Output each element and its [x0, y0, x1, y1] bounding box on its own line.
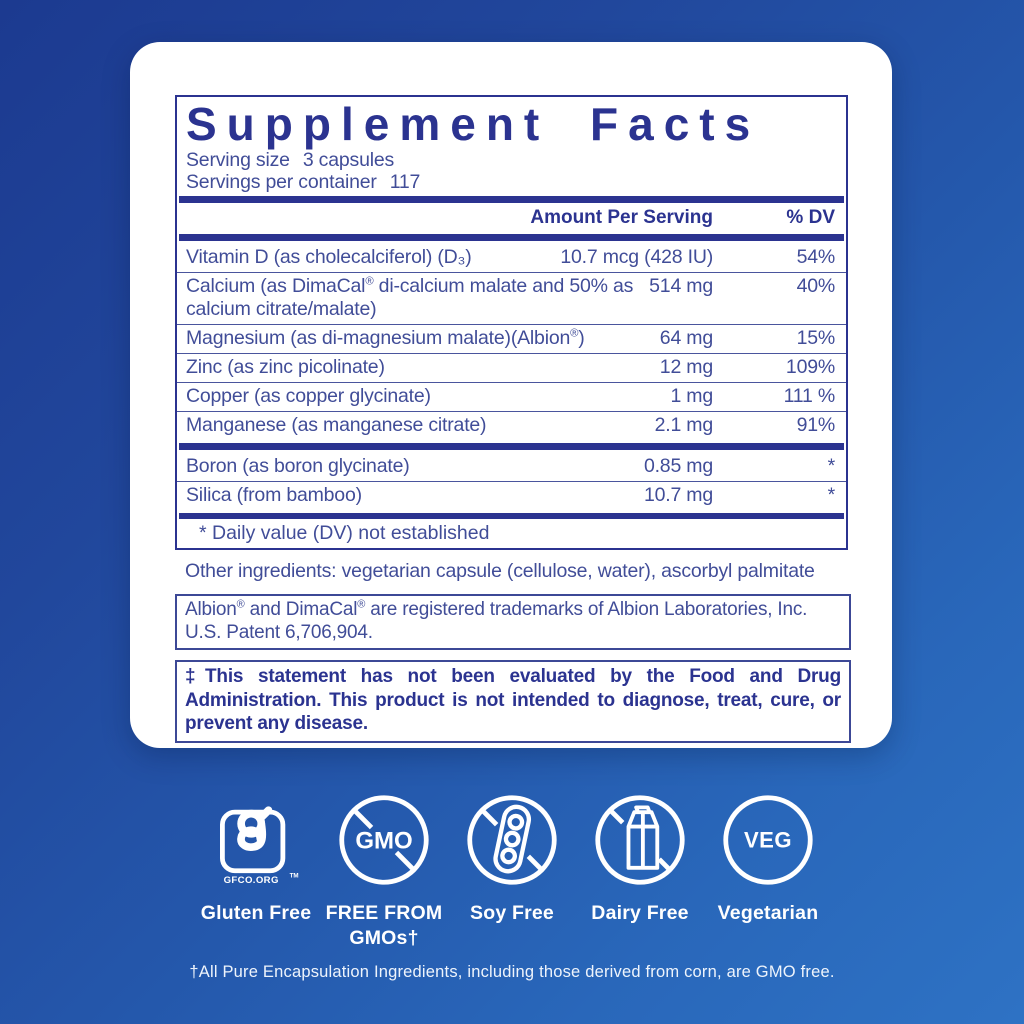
- nutrient-row: Magnesium (as di-magnesium malate)(Albio…: [177, 324, 846, 353]
- nutrient-name: Zinc (as zinc picolinate): [186, 356, 385, 378]
- nutrient-row: Silica (from bamboo) 10.7 mg *: [177, 480, 846, 510]
- nutrient-row: Calcium (as DimaCal® di-calcium malate a…: [177, 271, 846, 325]
- veg-icon: VEG: [723, 795, 813, 885]
- certification-badges-row: GFCO.ORG TM Gluten Free GMO FREE FROM GMOs† S…: [196, 792, 828, 951]
- nutrient-name: Magnesium (as di-magnesium malate)(Albio…: [186, 327, 585, 349]
- label-card: Supplement Facts Serving size 3 capsules …: [130, 42, 892, 748]
- svg-text:TM: TM: [290, 872, 299, 879]
- nutrient-dv: *: [827, 454, 836, 477]
- nutrient-dv: 15%: [796, 327, 836, 349]
- nutrient-rows-main: Vitamin D (as cholecalciferol) (D₃) 10.7 …: [177, 244, 846, 441]
- svg-text:VEG: VEG: [744, 828, 792, 853]
- servings-per-container-line: Servings per container 117: [186, 170, 846, 194]
- serving-size-value: 3 capsules: [302, 149, 395, 171]
- servings-per-container-value: 117: [389, 170, 421, 193]
- nutrient-amount: 10.7 mcg (428 IU): [560, 245, 713, 268]
- divider-bar: [179, 443, 844, 450]
- nutrient-name: Vitamin D (as cholecalciferol) (D₃): [186, 245, 472, 268]
- badge-gfco-gluten-free: GFCO.ORG TM Gluten Free: [196, 792, 316, 951]
- nutrient-dv: *: [827, 483, 836, 506]
- badge-no-gmo: GMO FREE FROM GMOs†: [324, 792, 444, 951]
- badge-no-soy: Soy Free: [452, 792, 572, 951]
- nutrient-name: Copper (as copper glycinate): [186, 385, 431, 407]
- no-gmo-icon: GMO: [339, 795, 429, 885]
- amount-per-serving-header: Amount Per Serving: [530, 206, 713, 228]
- no-soy-icon: [467, 795, 557, 885]
- servings-per-container-label: Servings per container: [186, 170, 377, 193]
- panel-title: Supplement Facts: [186, 98, 761, 150]
- other-ingredients-text: Other ingredients: vegetarian capsule (c…: [185, 560, 815, 582]
- divider-bar: [179, 196, 844, 203]
- nutrient-dv: 40%: [796, 274, 836, 297]
- nutrient-name: Manganese (as manganese citrate): [186, 414, 487, 436]
- nutrient-row: Zinc (as zinc picolinate) 12 mg 109%: [177, 353, 846, 382]
- badge-no-dairy: Dairy Free: [580, 792, 700, 951]
- serving-size-label: Serving size: [186, 149, 290, 171]
- nutrient-name: Boron (as boron glycinate): [186, 454, 410, 477]
- svg-text:GMO: GMO: [355, 828, 412, 855]
- supplement-facts-panel: Supplement Facts Serving size 3 capsules …: [175, 95, 848, 550]
- nutrient-dv: 111 %: [783, 385, 836, 407]
- badge-label: Dairy Free: [591, 902, 689, 924]
- badge-label: FREE FROM GMOs†: [325, 902, 443, 949]
- nutrient-amount: 1 mg: [670, 385, 713, 407]
- dv-footnote: * Daily value (DV) not established: [199, 522, 490, 544]
- divider-bar: [179, 233, 844, 241]
- nutrient-dv: 109%: [785, 356, 835, 378]
- badge-label: Soy Free: [470, 902, 554, 924]
- serving-size-line: Serving size 3 capsules: [186, 149, 846, 172]
- nutrient-amount: 10.7 mg: [643, 483, 713, 506]
- gfco-gluten-free-icon: GFCO.ORG TM: [220, 806, 299, 886]
- nutrient-amount: 0.85 mg: [643, 454, 713, 477]
- nutrient-row: Vitamin D (as cholecalciferol) (D₃) 10.7 …: [177, 244, 846, 272]
- svg-text:GFCO.ORG: GFCO.ORG: [224, 875, 279, 886]
- badge-label: Gluten Free: [200, 902, 312, 924]
- table-header-row: Amount Per Serving % DV: [177, 206, 846, 231]
- nutrient-amount: 2.1 mg: [654, 414, 714, 436]
- trademark-note-box: Albion® and DimaCal® are registered trad…: [175, 594, 851, 650]
- nutrient-dv: 91%: [796, 414, 836, 436]
- percent-dv-header: % DV: [786, 206, 835, 228]
- no-dairy-icon: [595, 795, 685, 885]
- nutrient-name: Calcium (as DimaCal® di-calcium malate a…: [186, 274, 634, 321]
- nutrient-row: Copper (as copper glycinate) 1 mg 111 %: [177, 382, 846, 411]
- nutrient-amount: 12 mg: [659, 356, 713, 378]
- nutrient-dv: 54%: [796, 245, 836, 268]
- nutrient-row: Manganese (as manganese citrate) 2.1 mg 91…: [177, 411, 846, 440]
- fda-disclaimer-box: ‡This statement has not been evaluated b…: [175, 660, 851, 743]
- nutrient-name: Silica (from bamboo): [186, 483, 362, 506]
- gmo-free-footnote: †All Pure Encapsulation Ingredients, inc…: [189, 963, 835, 981]
- badge-veg: VEG Vegetarian: [708, 792, 828, 951]
- nutrient-amount: 64 mg: [659, 327, 713, 349]
- divider-bar: [179, 512, 844, 519]
- badge-label: Vegetarian: [717, 902, 819, 924]
- nutrient-rows-secondary: Boron (as boron glycinate) 0.85 mg * Silica…: [177, 453, 846, 510]
- nutrient-row: Boron (as boron glycinate) 0.85 mg *: [177, 453, 846, 481]
- nutrient-amount: 514 mg: [649, 274, 713, 297]
